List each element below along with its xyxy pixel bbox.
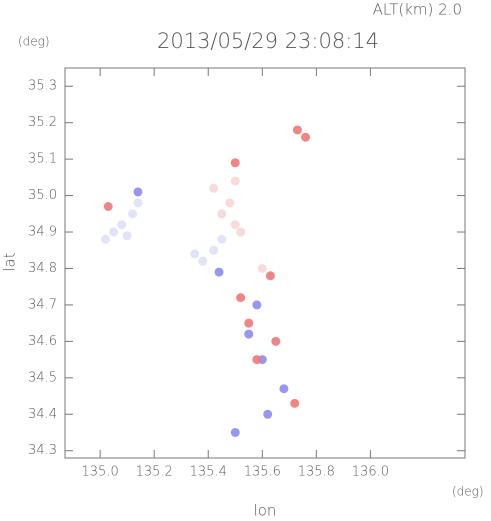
y-tick-label: 34.4 [28, 407, 57, 422]
echo-point [252, 300, 262, 310]
echo-point [128, 209, 138, 219]
y-axis-label: lat [1, 252, 19, 271]
echo-point [290, 398, 300, 408]
y-tick-label: 34.7 [28, 297, 57, 312]
x-tick-label: 135.8 [298, 465, 335, 480]
echo-point [122, 231, 132, 241]
echo-point [236, 293, 246, 303]
y-tick-label: 35.2 [28, 115, 57, 130]
echo-point [133, 187, 143, 197]
plot-frame [64, 67, 466, 459]
x-tick-label: 135.2 [136, 465, 173, 480]
x-unit: (deg) [452, 485, 484, 499]
echo-point [230, 220, 240, 230]
echo-point [271, 336, 281, 346]
echo-point [217, 209, 227, 219]
echo-point [279, 384, 289, 394]
echo-point [117, 220, 127, 230]
echo-point [190, 249, 200, 259]
echo-point [252, 355, 262, 365]
echo-point [230, 176, 240, 186]
echo-point [244, 329, 254, 339]
y-unit: (deg) [18, 35, 50, 49]
echo-point [263, 409, 273, 419]
x-tick-label: 136.0 [352, 465, 389, 480]
x-tick-label: 135.0 [82, 465, 119, 480]
y-tick-label: 35.3 [28, 79, 57, 94]
echo-point [301, 132, 311, 142]
echo-point [209, 183, 219, 193]
chart-title: 2013/05/29 23:08:14 [157, 29, 379, 53]
x-tick-label: 135.6 [244, 465, 281, 480]
echo-point [225, 198, 235, 208]
y-tick-label: 34.6 [28, 334, 57, 349]
echo-point [257, 263, 267, 273]
y-tick-label: 35.0 [28, 188, 57, 203]
echo-point [101, 234, 111, 244]
echo-point [265, 271, 275, 281]
echo-point [198, 256, 208, 266]
echo-point [133, 198, 143, 208]
x-axis-label: lon [254, 502, 277, 520]
echo-point [109, 227, 119, 237]
echo-point [214, 267, 224, 277]
echo-point [230, 427, 240, 437]
echo-point [292, 125, 302, 135]
y-tick-label: 34.8 [28, 261, 57, 276]
echo-point [236, 227, 246, 237]
x-tick-label: 135.4 [190, 465, 227, 480]
echo-point [209, 245, 219, 255]
y-tick-label: 34.5 [28, 370, 57, 385]
echo-point [244, 318, 254, 328]
echo-point [230, 158, 240, 168]
y-tick-label: 35.1 [28, 152, 57, 167]
echo-point [103, 202, 113, 212]
y-tick-label: 34.9 [28, 225, 57, 240]
echo-point [217, 234, 227, 244]
altitude-label: ALT(km) 2.0 [373, 1, 462, 19]
y-tick-label: 34.3 [28, 443, 57, 458]
